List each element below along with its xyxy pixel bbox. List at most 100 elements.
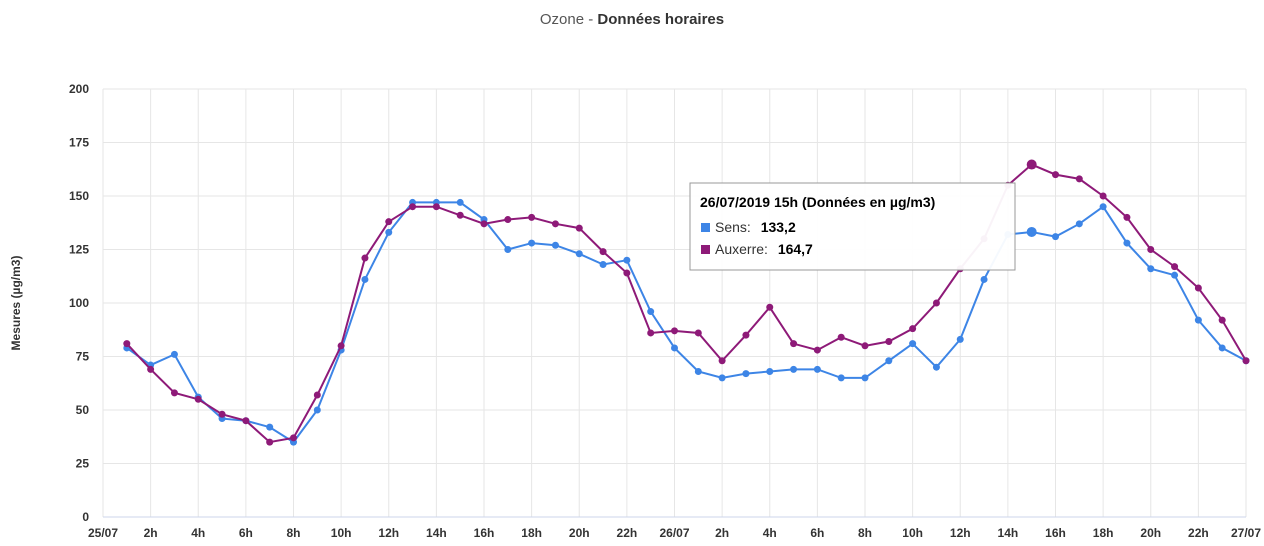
data-point: [290, 434, 297, 442]
data-point: [742, 370, 750, 378]
x-tick-label: 14h: [998, 526, 1019, 540]
data-point: [1147, 265, 1155, 273]
data-point: [790, 340, 798, 348]
x-tick-label: 27/07: [1231, 526, 1261, 540]
data-point: [361, 275, 369, 283]
data-point: [837, 333, 845, 341]
data-point: [1099, 203, 1107, 211]
tooltip-value: 164,7: [778, 241, 813, 257]
data-point: [861, 342, 869, 350]
title-main: Données horaires: [597, 11, 724, 28]
data-point: [170, 350, 178, 358]
data-point: [742, 331, 750, 339]
data-point: [504, 246, 512, 253]
data-point: [837, 374, 845, 382]
x-tick-label: 22h: [617, 526, 638, 540]
data-point: [623, 269, 631, 277]
y-axis-label: Mesures (µg/m3): [9, 256, 23, 351]
data-point: [266, 423, 274, 431]
data-point: [647, 329, 655, 337]
data-point: [456, 211, 464, 219]
data-point: [671, 344, 678, 352]
data-point: [694, 367, 702, 375]
y-tick-label: 200: [69, 82, 89, 96]
data-point: [147, 365, 155, 373]
data-point: [409, 203, 417, 211]
data-point: [313, 406, 321, 414]
x-tick-label: 22h: [1188, 526, 1209, 540]
tooltip-box: [689, 182, 1016, 271]
data-point: [194, 395, 202, 403]
tooltip: 26/07/2019 15h (Données en µg/m3) Sens: 1…: [689, 182, 1016, 271]
x-tick-label: 20h: [1140, 526, 1161, 540]
x-tick-label: 18h: [1093, 526, 1114, 540]
x-tick-label: 16h: [1045, 526, 1066, 540]
data-point: [313, 391, 321, 399]
tooltip-label: Auxerre:: [715, 241, 768, 257]
data-point: [551, 220, 559, 228]
data-point: [1026, 226, 1037, 237]
series-line: [126, 163, 1247, 444]
data-point: [766, 367, 774, 375]
data-point: [599, 248, 607, 256]
x-tick-label: 12h: [950, 526, 971, 540]
x-tick-label: 26/07: [659, 526, 689, 540]
x-tick-label: 10h: [331, 526, 352, 540]
data-point: [1123, 213, 1131, 221]
data-point: [861, 374, 869, 382]
data-point: [909, 325, 917, 333]
data-point: [766, 303, 774, 311]
data-point: [932, 299, 940, 307]
x-tick-label: 4h: [763, 526, 777, 540]
data-point: [432, 203, 440, 211]
x-tick-label: 14h: [426, 526, 447, 540]
tooltip-value: 133,2: [761, 219, 796, 235]
x-tick-label: 20h: [569, 526, 590, 540]
data-point: [551, 241, 559, 249]
tooltip-item: Sens: 133,2: [715, 219, 796, 235]
data-point: [1242, 357, 1250, 365]
data-point: [1052, 171, 1059, 179]
data-point: [1026, 159, 1037, 170]
x-tick-label: 4h: [191, 526, 205, 540]
data-point: [170, 389, 178, 397]
y-tick-label: 100: [69, 296, 89, 310]
data-point: [504, 216, 512, 224]
data-point: [1147, 246, 1155, 253]
x-tick-label: 2h: [144, 526, 158, 540]
x-tick-label: 2h: [715, 526, 729, 540]
data-point: [1123, 239, 1131, 247]
tooltip-title: 26/07/2019 15h (Données en µg/m3): [700, 194, 935, 210]
data-point: [623, 256, 631, 264]
chart-title: Ozone - Données horaires: [540, 11, 724, 28]
data-point: [885, 338, 893, 346]
data-point: [694, 329, 702, 337]
x-tick-label: 6h: [810, 526, 824, 540]
data-point: [1099, 192, 1107, 200]
data-point: [1171, 263, 1179, 271]
data-point: [575, 224, 583, 232]
data-point: [671, 327, 678, 335]
data-point: [1218, 316, 1226, 324]
data-point: [885, 357, 893, 365]
data-point: [1052, 233, 1059, 241]
data-point: [575, 250, 583, 258]
data-point: [1075, 175, 1083, 183]
data-point: [813, 346, 821, 354]
data-point: [528, 239, 536, 247]
x-tick-label: 25/07: [88, 526, 118, 540]
data-point: [980, 275, 988, 283]
x-tick-label: 8h: [286, 526, 300, 540]
y-tick-label: 125: [69, 243, 89, 257]
data-point: [1218, 344, 1226, 352]
data-point: [956, 335, 964, 343]
data-point: [385, 228, 393, 236]
y-tick-label: 50: [76, 403, 90, 417]
y-tick-label: 0: [82, 510, 89, 524]
data-point: [647, 308, 655, 316]
data-point: [813, 365, 821, 373]
data-point: [242, 417, 250, 425]
data-point: [480, 220, 488, 228]
data-point: [218, 410, 226, 418]
tooltip-label: Sens:: [715, 219, 751, 235]
